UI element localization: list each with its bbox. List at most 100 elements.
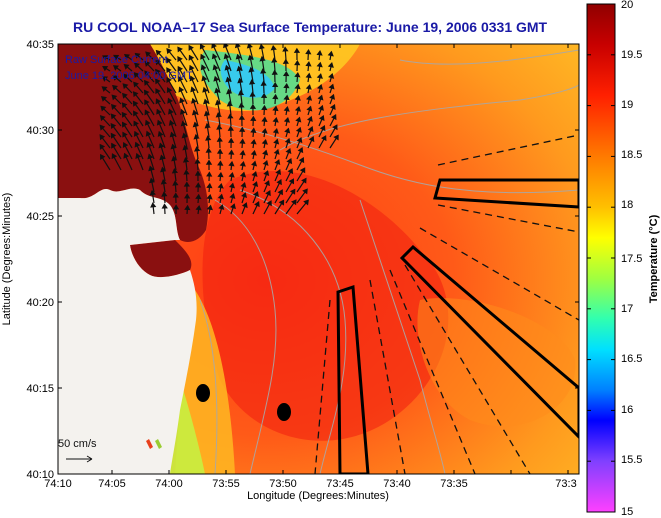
current-vector-head: [101, 86, 108, 92]
current-vector-head: [212, 64, 219, 71]
current-vector-head: [265, 190, 271, 197]
current-vector-head: [155, 49, 162, 56]
current-vector-head: [182, 157, 190, 163]
current-vector-head: [158, 142, 165, 149]
current-vector-head: [100, 96, 107, 102]
current-vector-head: [160, 166, 167, 173]
current-vector-head: [148, 165, 155, 172]
current-vector-head: [296, 137, 303, 144]
current-vector-head: [298, 157, 305, 164]
current-vector-head: [211, 53, 218, 60]
current-vector-head: [180, 120, 187, 127]
current-vector-head: [250, 127, 257, 133]
current-vector-head: [167, 97, 174, 104]
current-vector-head: [272, 116, 279, 123]
current-vector-head: [101, 76, 109, 82]
current-vector-head: [195, 182, 202, 188]
current-vector-head: [282, 70, 290, 77]
current-vector-head: [333, 134, 339, 141]
current-vector-head: [111, 153, 118, 160]
current-vector-head: [228, 149, 235, 155]
x-tick-label: 73:55: [212, 478, 240, 490]
current-vector-head: [226, 100, 233, 107]
current-vector-head: [295, 126, 302, 133]
current-vector-head: [202, 86, 209, 93]
wedge-east: [433, 178, 579, 209]
x-tick-label: 74:05: [98, 478, 126, 490]
current-vector-head: [274, 159, 281, 166]
current-vector-head: [239, 126, 246, 132]
current-vector-head: [100, 105, 107, 112]
current-vector-head: [284, 127, 291, 134]
current-vector-head: [283, 94, 290, 101]
current-vector-head: [182, 144, 189, 151]
current-vector-head: [177, 56, 183, 63]
current-vector-head: [327, 62, 334, 68]
x-tick-label: 74:10: [44, 478, 72, 490]
current-vector-head: [261, 116, 268, 122]
current-vector-head: [111, 103, 117, 110]
current-vector-head: [249, 91, 256, 97]
current-vector-head: [155, 59, 162, 66]
colorbar-tick-label: 16: [621, 404, 633, 416]
current-vector-head: [134, 141, 141, 148]
current-vector-head: [205, 135, 212, 141]
current-vector-head: [144, 70, 150, 77]
current-vector-head: [303, 199, 309, 206]
current-vector-head: [110, 122, 117, 130]
current-vector-head: [188, 64, 195, 71]
current-vector-head: [99, 124, 106, 131]
y-tick-label: 40:10: [26, 469, 54, 481]
current-vector-head: [290, 199, 297, 206]
current-vector-head: [228, 182, 236, 189]
x-tick-label: 73:40: [383, 478, 411, 490]
current-vector-head: [170, 143, 177, 150]
current-vector-head: [166, 87, 173, 94]
current-vector-head: [161, 191, 168, 197]
current-vector-head: [234, 44, 241, 49]
colorbar-label: Temperature (°C): [648, 214, 660, 303]
current-vector-head: [216, 148, 224, 154]
current-vector-head: [214, 99, 222, 106]
current-vector-head: [204, 122, 211, 129]
current-vector-head: [259, 55, 266, 62]
current-vector-head: [155, 88, 161, 95]
x-tick-label: 73:50: [269, 478, 297, 490]
axis-ticks: [57, 43, 579, 475]
current-vector-head: [146, 141, 153, 148]
current-vector-head: [271, 69, 278, 75]
current-vector-head: [148, 177, 156, 184]
current-vector-head: [266, 200, 272, 207]
current-vector-head: [133, 81, 139, 88]
x-tick-label: 73:35: [440, 478, 468, 490]
current-vector-head: [229, 192, 236, 199]
current-vector-head: [133, 72, 140, 79]
current-vector-head: [272, 81, 279, 87]
current-vector-head: [329, 93, 335, 100]
current-vector-head: [275, 169, 282, 176]
current-vector-head: [132, 100, 139, 107]
current-vector-head: [123, 63, 130, 70]
current-vector-head: [284, 137, 291, 144]
warm-core-patch: [202, 170, 449, 441]
current-vector-head: [168, 119, 175, 126]
current-vector-head: [270, 44, 277, 51]
current-vector-head: [276, 179, 282, 186]
current-vector-head: [156, 119, 163, 126]
colorbar-tick-label: 15: [621, 506, 633, 518]
current-vector-head: [285, 148, 292, 155]
current-vector-head: [178, 86, 185, 93]
current-vector-head: [206, 204, 213, 211]
current-vector-head: [262, 159, 269, 166]
data-speck: [146, 439, 153, 449]
current-vector-head: [192, 121, 199, 128]
current-vector-head: [319, 125, 326, 132]
current-vector-head: [260, 80, 267, 86]
current-vector-head: [181, 132, 188, 139]
current-vector-head: [249, 79, 256, 85]
current-vector-head: [217, 182, 224, 189]
colorbar-tick-label: 17.5: [621, 253, 642, 265]
current-vector-head: [214, 87, 221, 94]
current-vector-head: [246, 44, 253, 49]
current-vector-head: [144, 60, 151, 67]
